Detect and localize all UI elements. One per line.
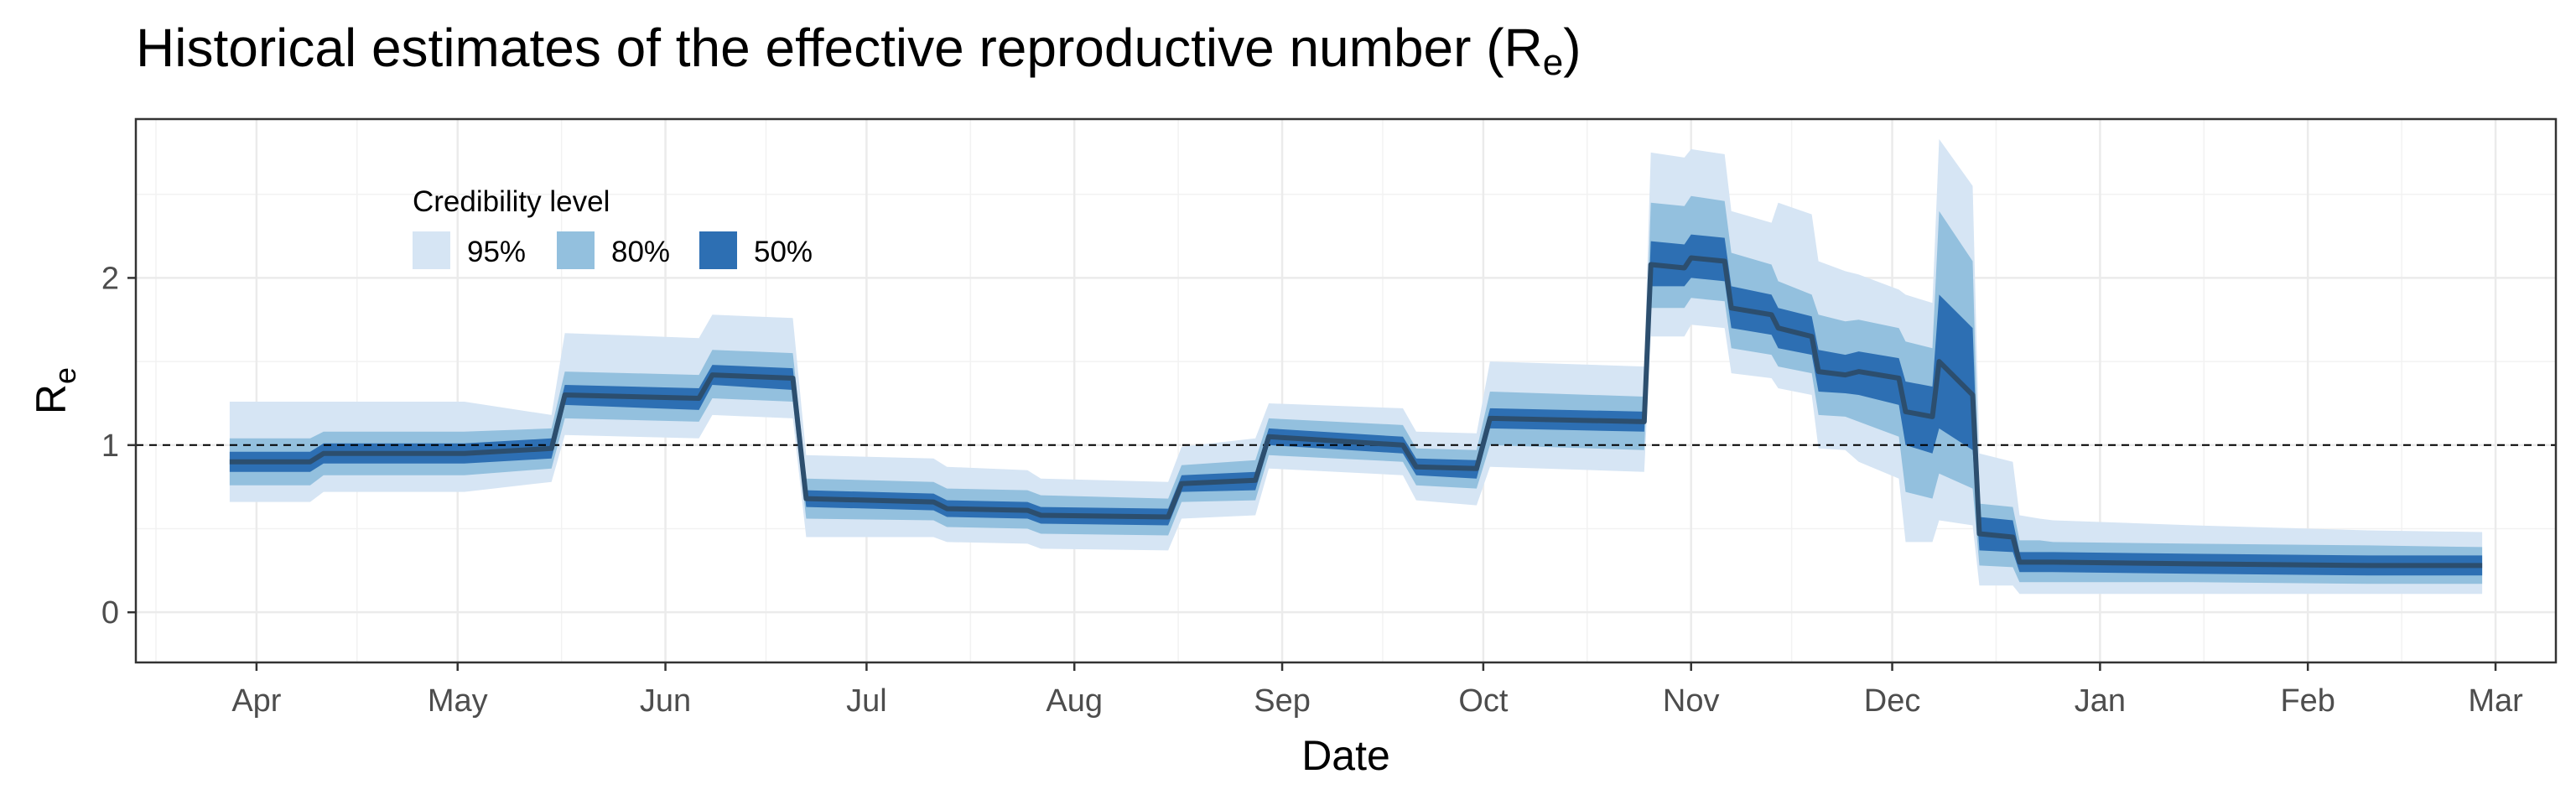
x-tick-label: Apr — [231, 683, 281, 719]
x-tick-label: Jul — [846, 683, 887, 719]
legend-entry-50: 50% — [699, 231, 813, 269]
y-tick-label: 1 — [101, 428, 119, 464]
band-50 — [229, 234, 2483, 576]
legend-swatch — [413, 231, 450, 269]
x-axis-title: Date — [1301, 732, 1390, 779]
legend-entry-80: 80% — [557, 231, 670, 269]
x-tick-label: Jan — [2075, 683, 2126, 719]
y-axis-title: Re — [28, 367, 82, 414]
y-axis-title-main: R — [28, 384, 75, 414]
legend: Credibility level 95% 80% 50% — [413, 185, 813, 269]
x-tick-label: Mar — [2468, 683, 2523, 719]
y-axis-title-subscript: e — [48, 367, 82, 384]
median-line — [229, 255, 2483, 569]
credibility-bands — [229, 138, 2483, 595]
chart-title-text: Historical estimates of the effective re… — [136, 18, 1543, 78]
chart-title-subscript: e — [1542, 42, 1564, 83]
x-tick-label: May — [428, 683, 488, 719]
chart-title-suffix: ) — [1563, 18, 1581, 78]
x-tick-label: Dec — [1864, 683, 1921, 719]
chart-title: Historical estimates of the effective re… — [136, 17, 1581, 84]
x-tick-label: Oct — [1458, 683, 1509, 719]
plot-panel-border — [134, 117, 2558, 664]
band-80 — [229, 195, 2483, 584]
legend-label: 50% — [754, 236, 813, 268]
grid-minor — [136, 119, 2556, 662]
y-tick-label: 0 — [101, 595, 119, 631]
legend-swatch — [699, 231, 737, 269]
legend-entry-95: 95% — [413, 231, 526, 269]
x-tick-label: Sep — [1254, 683, 1311, 719]
legend-entries: 95% 80% 50% — [413, 231, 813, 269]
legend-label: 80% — [611, 236, 670, 268]
legend-swatch — [557, 231, 595, 269]
median-layer — [229, 255, 2483, 569]
x-tick-label: Jun — [640, 683, 691, 719]
x-tick-label: Feb — [2280, 683, 2334, 719]
x-tick-label: Aug — [1046, 683, 1103, 719]
legend-label: 95% — [467, 236, 526, 268]
y-tick-label: 2 — [101, 261, 119, 296]
y-axis: 0 1 2 — [101, 261, 136, 631]
x-tick-label: Nov — [1663, 683, 1720, 719]
x-axis: Apr May Jun Jul Aug Sep Oct Nov Dec Jan Feb Mar — [231, 662, 2523, 719]
legend-title: Credibility level — [413, 185, 610, 218]
